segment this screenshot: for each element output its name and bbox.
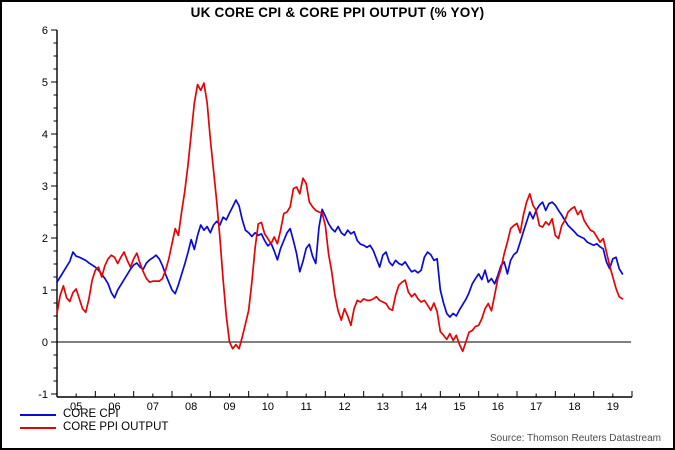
svg-text:15: 15: [453, 401, 465, 413]
svg-text:07: 07: [147, 401, 159, 413]
svg-text:08: 08: [185, 401, 197, 413]
svg-text:0: 0: [42, 337, 48, 349]
legend-label: CORE PPI OUTPUT: [63, 421, 169, 433]
legend-item-core-ppi-output: CORE PPI OUTPUT: [20, 421, 168, 434]
svg-text:2: 2: [42, 233, 48, 245]
svg-text:10: 10: [262, 401, 274, 413]
svg-text:18: 18: [568, 401, 580, 413]
svg-text:17: 17: [530, 401, 542, 413]
legend-label: CORE CPI: [63, 408, 119, 420]
svg-text:05: 05: [70, 401, 82, 413]
chart-title: UK CORE CPI & CORE PPI OUTPUT (% YOY): [190, 5, 485, 20]
svg-text:4: 4: [42, 129, 48, 141]
svg-text:12: 12: [338, 401, 350, 413]
svg-text:1: 1: [42, 285, 48, 297]
svg-text:-1: -1: [38, 389, 48, 401]
source-attribution: Source: Thomson Reuters Datastream: [489, 433, 661, 444]
core-ppi-output-line-swatch: [20, 426, 56, 429]
svg-text:06: 06: [108, 401, 120, 413]
svg-text:3: 3: [42, 181, 48, 193]
legend-item-core-cpi: CORE CPI: [20, 408, 168, 421]
svg-text:6: 6: [42, 25, 48, 37]
svg-text:11: 11: [300, 401, 311, 413]
svg-text:16: 16: [492, 401, 504, 413]
svg-text:09: 09: [223, 401, 235, 413]
core-cpi-line-swatch: [20, 413, 56, 416]
svg-text:13: 13: [377, 401, 389, 413]
svg-text:14: 14: [415, 401, 427, 413]
chart-legend: CORE CPI CORE PPI OUTPUT: [20, 408, 168, 434]
svg-text:19: 19: [607, 401, 619, 413]
svg-text:5: 5: [42, 77, 48, 89]
